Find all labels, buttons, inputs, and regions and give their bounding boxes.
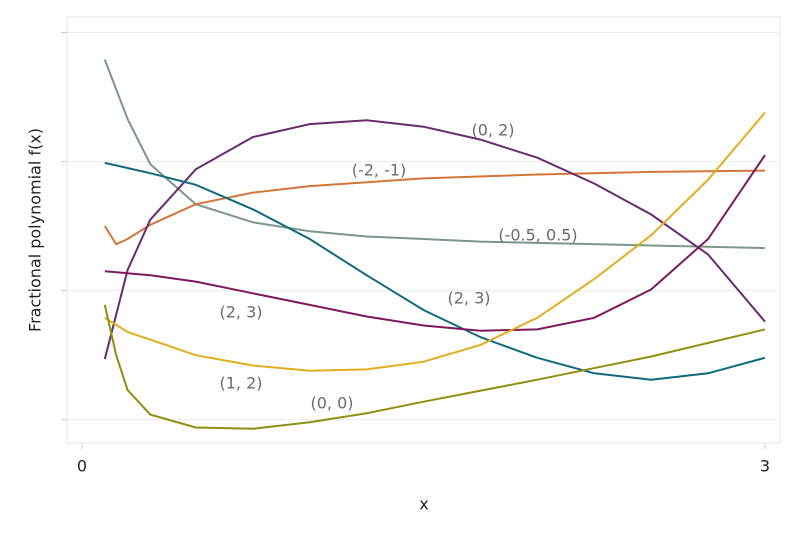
curve-label: (0, 2) <box>471 121 514 140</box>
curve <box>104 111 766 372</box>
plot-area <box>66 16 781 444</box>
curve <box>104 154 766 332</box>
curve-label: (-0.5, 0.5) <box>498 226 577 245</box>
y-axis-label: Fractional polynomial f(x) <box>26 128 45 332</box>
curve-label: (0, 0) <box>310 394 353 413</box>
x-tick-label: 3 <box>760 457 770 476</box>
curve-label: (2, 3) <box>219 303 262 322</box>
curve <box>103 169 766 246</box>
curve <box>103 59 766 250</box>
x-axis-label: x <box>419 495 428 514</box>
curve-label: (-2, -1) <box>352 161 407 180</box>
curve-label: (1, 2) <box>219 374 262 393</box>
curve <box>103 119 766 360</box>
x-tick-label: 0 <box>77 457 87 476</box>
curve <box>103 304 766 430</box>
curve <box>104 161 766 381</box>
curve-label: (2, 3) <box>447 289 490 308</box>
